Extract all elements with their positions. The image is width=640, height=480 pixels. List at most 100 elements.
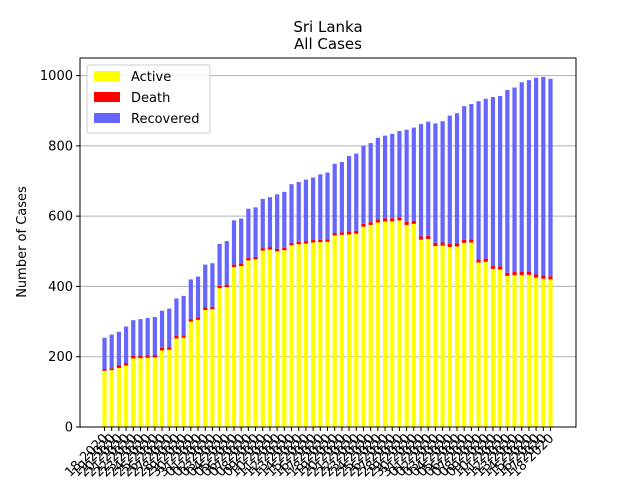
bar-active: [390, 221, 395, 427]
bar-recovered: [116, 331, 121, 366]
bar-death: [152, 354, 157, 358]
bar-recovered: [253, 207, 258, 257]
bar-recovered: [174, 298, 179, 336]
legend-label-active: Active: [131, 70, 171, 85]
bar-death: [541, 275, 546, 279]
bar-recovered: [246, 208, 251, 258]
bar-active: [311, 242, 316, 427]
bar-recovered: [361, 145, 366, 224]
bar-recovered: [188, 279, 193, 320]
bar-active: [490, 268, 496, 427]
bar-death: [102, 369, 107, 371]
bar-recovered: [433, 123, 438, 243]
bars: [102, 76, 553, 427]
bar-death: [275, 248, 280, 252]
bar-recovered: [368, 143, 373, 223]
bar-active: [541, 278, 546, 427]
y-tick-label: 800: [48, 139, 73, 154]
bar-active: [433, 246, 438, 427]
bar-recovered: [397, 131, 402, 218]
bar-death: [433, 242, 438, 247]
bar-death: [361, 223, 366, 227]
bar-recovered: [109, 334, 114, 369]
bar-death: [188, 319, 193, 322]
bar-death: [339, 232, 344, 235]
bar-death: [159, 347, 165, 351]
bar-recovered: [390, 133, 395, 219]
bar-recovered: [267, 197, 273, 248]
bar-active: [512, 275, 517, 427]
bar-active: [354, 233, 359, 427]
bar-active: [181, 337, 186, 427]
bar-recovered: [318, 174, 323, 240]
bar-recovered: [123, 326, 129, 364]
bar-recovered: [325, 172, 330, 240]
bar-active: [534, 277, 539, 427]
bar-active: [462, 242, 467, 427]
y-tick-label: 0: [65, 421, 73, 436]
bar-active: [519, 275, 524, 427]
bar-recovered: [289, 184, 294, 243]
bar-recovered: [282, 191, 287, 248]
bar-active: [526, 274, 532, 427]
chart-title: Sri Lanka: [293, 18, 362, 36]
bar-active: [152, 357, 157, 427]
bar-active: [411, 223, 416, 427]
bar-recovered: [426, 121, 431, 236]
bar-death: [368, 222, 373, 225]
y-tick-label: 400: [48, 280, 73, 295]
bar-death: [231, 264, 237, 268]
bar-active: [375, 222, 380, 427]
bar-death: [267, 247, 273, 250]
legend-label-death: Death: [131, 91, 170, 106]
bar-death: [203, 307, 208, 310]
bar-active: [174, 338, 179, 427]
bar-recovered: [181, 295, 186, 336]
bar-active: [159, 350, 165, 427]
bar-death: [404, 221, 409, 225]
bar-recovered: [231, 220, 237, 265]
bar-death: [116, 365, 121, 368]
bar-death: [462, 239, 467, 243]
bar-death: [210, 306, 215, 310]
bar-recovered: [159, 310, 165, 348]
bar-recovered: [404, 129, 409, 222]
y-tick-label: 200: [48, 350, 73, 365]
bar-recovered: [260, 198, 265, 249]
bar-active: [167, 349, 172, 427]
bar-active: [253, 259, 258, 427]
bar-death: [325, 239, 330, 242]
bar-death: [483, 258, 488, 262]
bar-death: [354, 230, 359, 234]
bar-death: [397, 217, 402, 221]
bar-active: [325, 241, 330, 427]
bar-death: [145, 355, 150, 358]
bar-recovered: [476, 101, 481, 260]
bar-recovered: [382, 135, 388, 219]
bar-recovered: [346, 156, 352, 232]
y-tick-label: 1000: [40, 69, 73, 84]
bar-recovered: [454, 113, 460, 244]
bar-death: [346, 231, 352, 235]
bar-active: [224, 287, 229, 427]
bar-death: [332, 233, 337, 236]
bar-death: [167, 347, 172, 350]
bar-death: [174, 335, 179, 339]
bar-recovered: [418, 124, 424, 237]
bar-death: [411, 220, 416, 224]
bar-death: [476, 259, 481, 263]
bar-recovered: [311, 177, 316, 241]
bar-recovered: [195, 276, 201, 318]
bar-death: [131, 356, 136, 359]
bar-active: [303, 243, 309, 427]
bar-recovered: [275, 194, 280, 249]
bar-active: [138, 358, 143, 427]
bar-death: [318, 239, 323, 243]
bar-active: [188, 321, 193, 427]
bar-active: [210, 309, 215, 427]
bar-active: [217, 288, 222, 427]
bar-death: [548, 276, 553, 280]
bar-active: [260, 250, 265, 427]
bar-active: [346, 234, 352, 427]
